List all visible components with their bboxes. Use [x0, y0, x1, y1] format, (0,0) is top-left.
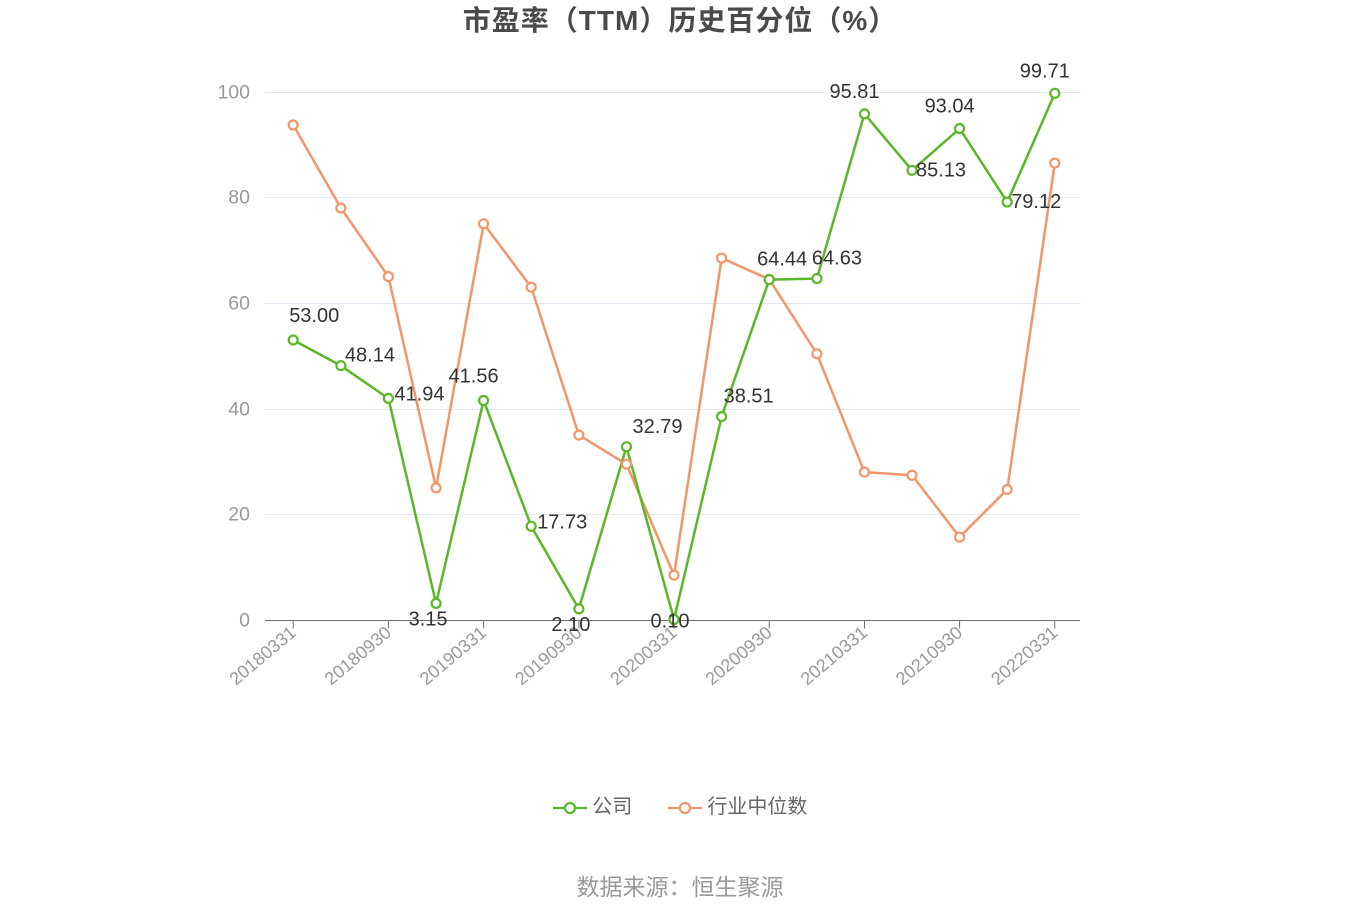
svg-text:80: 80 — [228, 187, 250, 209]
svg-text:20180930: 20180930 — [321, 622, 395, 689]
svg-text:20210930: 20210930 — [892, 622, 966, 689]
svg-text:41.56: 41.56 — [449, 366, 499, 388]
svg-text:20: 20 — [228, 504, 250, 526]
svg-text:0: 0 — [239, 610, 250, 632]
svg-text:20210331: 20210331 — [797, 622, 871, 689]
svg-text:60: 60 — [228, 293, 250, 315]
svg-text:20220331: 20220331 — [987, 622, 1061, 689]
svg-text:79.12: 79.12 — [1011, 191, 1061, 213]
svg-text:2.10: 2.10 — [551, 614, 590, 636]
svg-text:64.63: 64.63 — [812, 248, 862, 270]
svg-text:93.04: 93.04 — [925, 96, 975, 118]
svg-text:20180331: 20180331 — [226, 622, 300, 689]
svg-text:20200930: 20200930 — [702, 622, 776, 689]
svg-text:3.15: 3.15 — [409, 608, 448, 630]
svg-text:64.44: 64.44 — [757, 249, 807, 271]
svg-text:32.79: 32.79 — [633, 416, 683, 438]
svg-text:95.81: 95.81 — [829, 81, 879, 103]
svg-text:20190331: 20190331 — [416, 622, 490, 689]
svg-text:48.14: 48.14 — [345, 345, 395, 367]
svg-text:99.71: 99.71 — [1020, 60, 1070, 82]
svg-text:100: 100 — [217, 82, 250, 104]
svg-text:17.73: 17.73 — [537, 511, 587, 533]
svg-text:41.94: 41.94 — [394, 383, 444, 405]
svg-text:40: 40 — [228, 399, 250, 421]
svg-text:85.13: 85.13 — [916, 159, 966, 181]
svg-text:53.00: 53.00 — [289, 305, 339, 327]
svg-text:0.10: 0.10 — [651, 611, 690, 633]
svg-text:38.51: 38.51 — [724, 386, 774, 408]
